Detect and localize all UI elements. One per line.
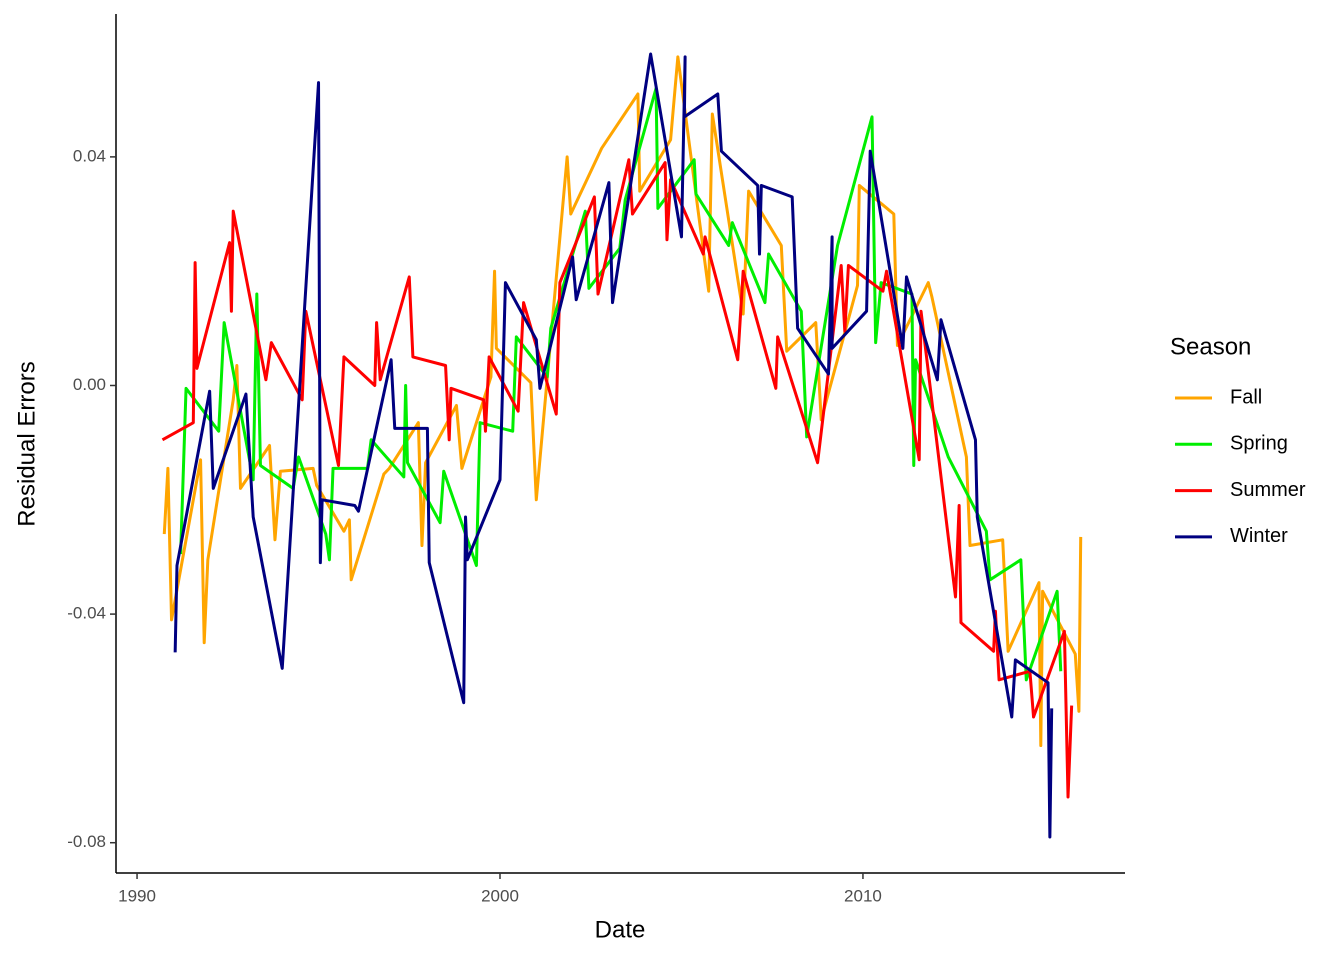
legend-label: Fall [1230, 386, 1262, 408]
series-line [161, 158, 1074, 799]
x-tick-label: 2010 [844, 886, 882, 905]
legend-label: Summer [1230, 479, 1306, 501]
legend-title: Season [1170, 333, 1251, 360]
x-tick-label: 2000 [481, 886, 519, 905]
legend-label: Spring [1230, 433, 1288, 455]
legend-label: Winter [1230, 525, 1288, 547]
series-line [173, 52, 1054, 839]
y-tick-label: 0.04 [73, 146, 106, 165]
x-tick-label: 1990 [118, 886, 156, 905]
x-axis-title: Date [595, 916, 646, 943]
y-tick-label: -0.04 [67, 604, 106, 623]
series-line [179, 86, 1063, 682]
y-tick-label: -0.08 [67, 832, 106, 851]
y-tick-label: 0.00 [73, 375, 106, 394]
series-line [162, 55, 1083, 748]
y-axis-title: Residual Errors [13, 361, 40, 526]
